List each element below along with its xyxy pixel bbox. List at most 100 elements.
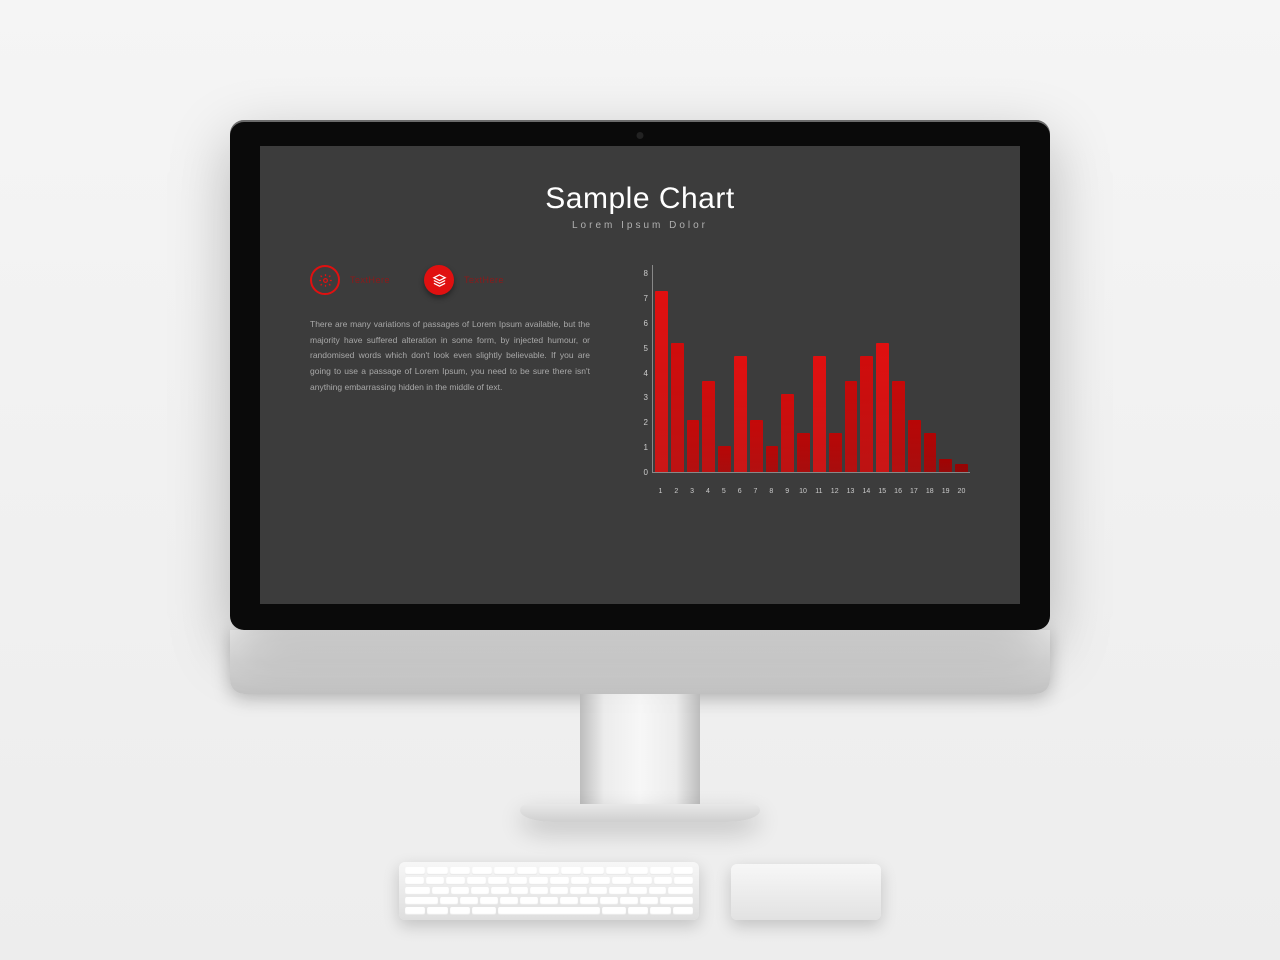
left-column: TextHere TextHere (310, 265, 590, 495)
x-tick: 16 (892, 484, 905, 495)
x-tick: 20 (955, 484, 968, 495)
desk-peripherals (399, 862, 881, 920)
keyboard-key (405, 907, 425, 915)
trackpad (731, 864, 881, 920)
keyboard-key (471, 887, 489, 895)
keyboard-key (405, 877, 424, 885)
x-tick: 10 (797, 484, 810, 495)
monitor-bezel: Sample Chart Lorem Ipsum Dolor (230, 120, 1050, 630)
monitor-stand-base (520, 804, 760, 822)
keyboard-key (472, 907, 496, 915)
keyboard-key (405, 887, 430, 895)
x-tick: 9 (781, 484, 794, 495)
keyboard-key (405, 897, 438, 905)
icon-label-gear: TextHere (350, 275, 390, 285)
x-tick: 7 (749, 484, 762, 495)
keyboard-key (472, 867, 492, 875)
keyboard-key (405, 867, 425, 875)
right-column: 876543210 123456789101112131415161718192… (630, 265, 970, 495)
imac-monitor: Sample Chart Lorem Ipsum Dolor (230, 120, 1050, 822)
keyboard-key (609, 887, 627, 895)
keyboard-key (467, 877, 486, 885)
chart-bar (781, 394, 794, 472)
chart-x-axis: 1234567891011121314151617181920 (652, 484, 970, 495)
x-tick: 13 (844, 484, 857, 495)
chart-bar (845, 381, 858, 472)
chart-bar (860, 356, 873, 472)
x-tick: 1 (654, 484, 667, 495)
keyboard-key (561, 867, 581, 875)
chart-y-axis: 876543210 (630, 265, 648, 473)
x-tick: 2 (670, 484, 683, 495)
chart-bar (687, 420, 700, 472)
keyboard-key (629, 887, 647, 895)
slide-body: TextHere TextHere (310, 265, 970, 495)
gear-icon (310, 265, 340, 295)
x-tick: 17 (908, 484, 921, 495)
y-tick: 2 (630, 418, 648, 427)
bar-chart: 876543210 123456789101112131415161718192… (630, 265, 970, 495)
keyboard-key (488, 877, 507, 885)
keyboard-key (650, 867, 670, 875)
keyboard-key (628, 907, 648, 915)
keyboard-key (426, 877, 445, 885)
y-tick: 6 (630, 319, 648, 328)
x-tick: 5 (717, 484, 730, 495)
y-tick: 3 (630, 393, 648, 402)
keyboard-key (650, 907, 670, 915)
y-tick: 7 (630, 294, 648, 303)
slide-header: Sample Chart Lorem Ipsum Dolor (310, 182, 970, 231)
keyboard-key (509, 877, 528, 885)
keyboard-key (450, 907, 470, 915)
keyboard-key (674, 877, 693, 885)
x-tick: 4 (702, 484, 715, 495)
keyboard-key (520, 897, 538, 905)
keyboard-key (570, 887, 588, 895)
x-tick: 3 (686, 484, 699, 495)
keyboard-key (668, 887, 693, 895)
body-paragraph: There are many variations of passages of… (310, 317, 590, 396)
keyboard-key (649, 887, 667, 895)
keyboard-key (673, 867, 693, 875)
icon-item-layers: TextHere (424, 265, 504, 295)
slide-title: Sample Chart (310, 182, 970, 216)
monitor-chin (230, 630, 1050, 694)
keyboard-key (440, 897, 458, 905)
chart-bar (876, 343, 889, 472)
slide-subtitle: Lorem Ipsum Dolor (310, 220, 970, 231)
keyboard-key (602, 907, 626, 915)
keyboard-key (620, 897, 638, 905)
chart-bar (718, 446, 731, 472)
keyboard-key (550, 877, 569, 885)
x-tick: 8 (765, 484, 778, 495)
keyboard-key (612, 877, 631, 885)
chart-bar (702, 381, 715, 472)
x-tick: 14 (860, 484, 873, 495)
keyboard-key (450, 867, 470, 875)
y-tick: 1 (630, 443, 648, 452)
chart-bar (655, 291, 668, 472)
y-tick: 8 (630, 269, 648, 278)
chart-bar (955, 464, 968, 472)
keyboard-key (460, 897, 478, 905)
keyboard-key (560, 897, 578, 905)
keyboard-key (446, 877, 465, 885)
keyboard (399, 862, 699, 920)
keyboard-key (600, 897, 618, 905)
keyboard-key (427, 867, 447, 875)
monitor-stand-neck (580, 694, 700, 804)
keyboard-key (606, 867, 626, 875)
keyboard-key (580, 897, 598, 905)
chart-plot-area (652, 265, 970, 473)
keyboard-key (591, 877, 610, 885)
keyboard-key (480, 897, 498, 905)
keyboard-key (511, 887, 529, 895)
keyboard-key (673, 907, 693, 915)
chart-bar (750, 420, 763, 472)
icon-item-gear: TextHere (310, 265, 390, 295)
x-tick: 15 (876, 484, 889, 495)
keyboard-key (494, 867, 514, 875)
chart-bar (924, 433, 937, 472)
chart-bar (813, 356, 826, 472)
keyboard-key (654, 877, 673, 885)
